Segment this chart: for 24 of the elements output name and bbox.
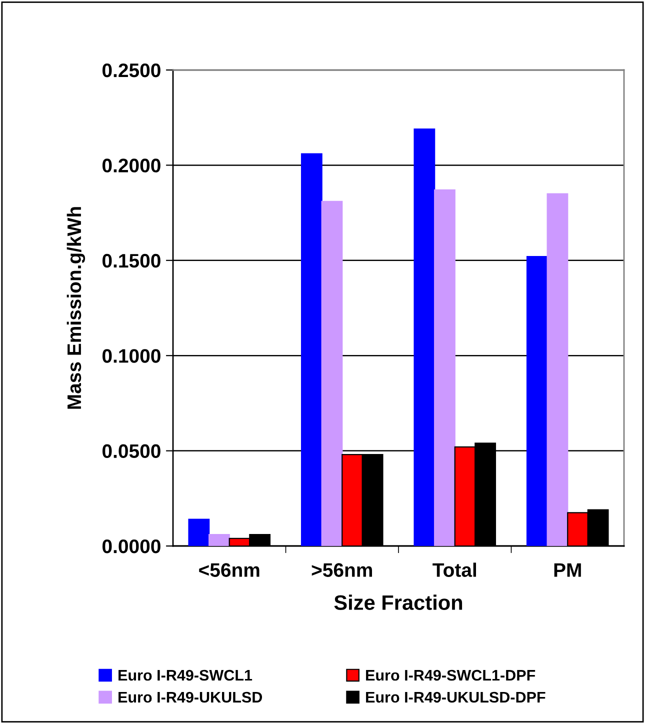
x-tick-label: Total — [432, 562, 476, 577]
y-axis-title: Mass Emission.g/kWh — [66, 207, 86, 409]
bar — [434, 189, 456, 546]
legend-label: Euro I-R49-SWCL1-DPF — [366, 670, 536, 681]
y-tick-label: 0.1500 — [102, 254, 160, 268]
bar — [526, 256, 548, 546]
x-axis-title: Size Fraction — [334, 594, 462, 610]
bar — [546, 193, 568, 546]
y-tick-label: 0.1000 — [102, 349, 160, 363]
bar — [414, 128, 436, 546]
y-tick-label: 0.0000 — [102, 539, 160, 554]
legend-label: Euro I-R49-UKULSD — [118, 692, 262, 703]
bar — [300, 153, 322, 546]
y-tick-label: 0.2500 — [102, 63, 160, 78]
x-tick-label: <56nm — [199, 563, 260, 577]
legend-label: Euro I-R49-UKULSD-DPF — [366, 692, 546, 703]
bar — [208, 534, 230, 546]
y-tick-label: 0.2000 — [102, 158, 160, 172]
y-tick-label: 0.0500 — [102, 444, 160, 458]
bar — [188, 518, 210, 546]
legend-label: Euro I-R49-SWCL1 — [118, 670, 252, 681]
bar — [321, 200, 343, 546]
x-tick-label: PM — [554, 563, 581, 577]
x-tick-label: >56nm — [312, 563, 372, 577]
